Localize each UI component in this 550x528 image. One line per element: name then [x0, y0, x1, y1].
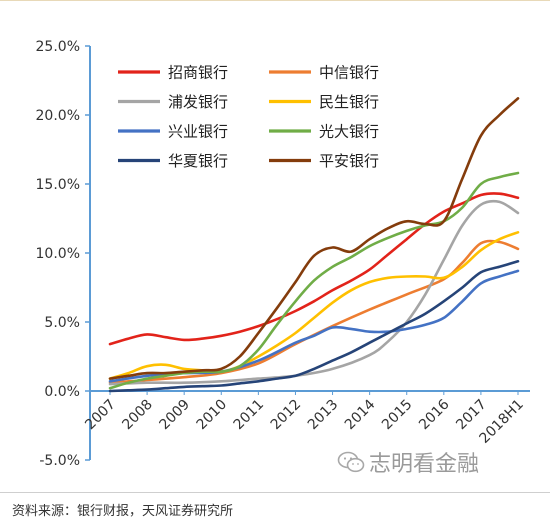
y-tick-label: 10.0% — [36, 246, 80, 262]
legend-label: 华夏银行 — [168, 152, 228, 170]
x-tick-label: 2011 — [231, 397, 268, 434]
line-chart: -5.0%0.0%5.0%10.0%15.0%20.0%25.0% 2007 20… — [36, 39, 530, 469]
y-tick-label: 20.0% — [36, 108, 80, 124]
y-tick-label: 15.0% — [36, 177, 80, 193]
series-line-5 — [108, 171, 520, 390]
y-tick-label: 5.0% — [44, 315, 80, 331]
x-axis-ticks: 2007 2008 2009 2010 2011 2012 2013 2014 2015 2016… — [82, 391, 527, 447]
y-tick-label: -5.0% — [39, 453, 80, 469]
y-tick-label: 0.0% — [44, 384, 80, 400]
x-tick-label: 2015 — [379, 397, 416, 434]
x-tick-label: 2016 — [416, 396, 453, 433]
legend-label: 浦发银行 — [168, 93, 228, 111]
series-line-1 — [108, 239, 520, 384]
series-line-3 — [108, 231, 520, 380]
y-axis-ticks: -5.0% 0.0% 5.0% 10.0% 15.0% 20.0% 25.0% — [36, 39, 90, 469]
wechat-icon — [337, 451, 365, 473]
watermark: 志明看金融 — [337, 449, 480, 477]
x-tick-label: 2010 — [194, 397, 231, 434]
x-tick-label: 2007 — [82, 397, 119, 434]
y-tick-label: 25.0% — [36, 39, 80, 55]
source-note: 资料来源：银行财报，天风证券研究所 — [12, 504, 234, 519]
top-rule — [0, 0, 550, 1]
x-tick-label: 2013 — [305, 397, 342, 434]
legend-label: 兴业银行 — [168, 123, 228, 141]
x-tick-label: 2014 — [342, 396, 379, 433]
legend-label: 民生银行 — [319, 93, 379, 111]
series-lines — [108, 97, 520, 393]
legend-label: 光大银行 — [319, 123, 379, 141]
x-tick-label: 2008 — [119, 397, 156, 434]
series-line-7 — [108, 97, 520, 380]
bottom-rule — [0, 492, 550, 493]
axes — [89, 46, 530, 460]
watermark-text: 志明看金融 — [369, 452, 480, 477]
series-line-6 — [108, 260, 520, 393]
legend-label: 招商银行 — [168, 64, 228, 82]
series-line-2 — [108, 199, 520, 386]
legend-label: 平安银行 — [319, 152, 379, 170]
x-tick-label: 2012 — [268, 397, 305, 434]
x-tick-label: 2009 — [156, 397, 193, 434]
legend-label: 中信银行 — [319, 64, 379, 82]
